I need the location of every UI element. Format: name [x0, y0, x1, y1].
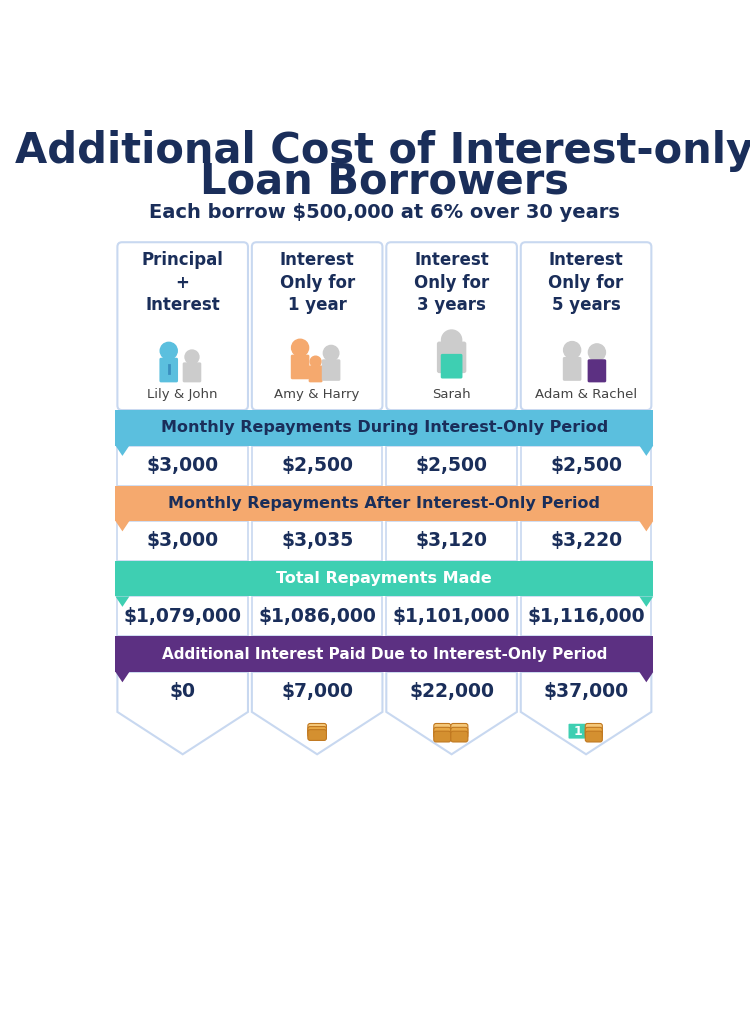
- FancyBboxPatch shape: [585, 724, 602, 734]
- Text: Adam & Rachel: Adam & Rachel: [535, 388, 638, 401]
- Polygon shape: [116, 410, 653, 445]
- FancyBboxPatch shape: [441, 354, 463, 379]
- Polygon shape: [639, 672, 653, 682]
- FancyBboxPatch shape: [386, 243, 517, 410]
- FancyBboxPatch shape: [322, 359, 340, 381]
- FancyBboxPatch shape: [585, 727, 602, 738]
- Polygon shape: [386, 596, 517, 637]
- Text: Sarah: Sarah: [432, 388, 471, 401]
- FancyBboxPatch shape: [568, 723, 590, 739]
- Text: Additional Cost of Interest-only: Additional Cost of Interest-only: [15, 130, 750, 172]
- Circle shape: [323, 345, 339, 360]
- Circle shape: [185, 350, 199, 364]
- Polygon shape: [116, 485, 653, 521]
- Circle shape: [442, 330, 462, 350]
- FancyBboxPatch shape: [520, 243, 651, 410]
- Polygon shape: [520, 672, 651, 755]
- Text: $3,220: $3,220: [550, 531, 622, 551]
- Polygon shape: [252, 521, 382, 561]
- Polygon shape: [116, 521, 130, 531]
- Text: $2,500: $2,500: [281, 456, 353, 475]
- Text: $1,116,000: $1,116,000: [527, 607, 645, 626]
- Polygon shape: [520, 596, 651, 637]
- Polygon shape: [386, 672, 517, 755]
- FancyBboxPatch shape: [433, 731, 451, 742]
- Polygon shape: [639, 521, 653, 531]
- FancyBboxPatch shape: [252, 243, 382, 410]
- Polygon shape: [116, 596, 130, 607]
- FancyBboxPatch shape: [587, 359, 606, 382]
- FancyBboxPatch shape: [433, 724, 451, 734]
- Text: Interest
Only for
1 year: Interest Only for 1 year: [280, 252, 355, 314]
- Text: Each borrow $500,000 at 6% over 30 years: Each borrow $500,000 at 6% over 30 years: [149, 203, 620, 222]
- Polygon shape: [116, 445, 130, 456]
- FancyBboxPatch shape: [118, 243, 248, 410]
- Text: Amy & Harry: Amy & Harry: [274, 388, 360, 401]
- Circle shape: [310, 356, 321, 367]
- Text: 1: 1: [574, 725, 583, 737]
- Text: $1,101,000: $1,101,000: [393, 607, 511, 626]
- Polygon shape: [118, 445, 248, 485]
- Circle shape: [160, 342, 177, 359]
- FancyBboxPatch shape: [451, 727, 468, 738]
- FancyBboxPatch shape: [291, 354, 310, 379]
- Circle shape: [563, 342, 580, 358]
- Circle shape: [292, 339, 308, 356]
- Polygon shape: [639, 445, 653, 456]
- Polygon shape: [118, 672, 248, 755]
- Polygon shape: [252, 596, 382, 637]
- Circle shape: [442, 336, 462, 355]
- Text: $1,079,000: $1,079,000: [124, 607, 242, 626]
- Text: Monthly Repayments During Interest-Only Period: Monthly Repayments During Interest-Only …: [160, 420, 608, 435]
- Polygon shape: [116, 637, 653, 672]
- FancyBboxPatch shape: [433, 727, 451, 738]
- Polygon shape: [252, 672, 382, 755]
- Circle shape: [589, 344, 605, 360]
- Polygon shape: [118, 521, 248, 561]
- Polygon shape: [116, 672, 130, 682]
- Polygon shape: [639, 596, 653, 607]
- Polygon shape: [116, 561, 653, 596]
- Text: $2,500: $2,500: [550, 456, 622, 475]
- Text: Total Repayments Made: Total Repayments Made: [277, 571, 492, 586]
- Polygon shape: [252, 445, 382, 485]
- Polygon shape: [386, 521, 517, 561]
- Text: Monthly Repayments After Interest-Only Period: Monthly Repayments After Interest-Only P…: [168, 496, 600, 511]
- Text: Lily & John: Lily & John: [148, 388, 218, 401]
- Text: $3,120: $3,120: [416, 531, 488, 551]
- Text: $0: $0: [170, 682, 196, 701]
- Text: Interest
Only for
3 years: Interest Only for 3 years: [414, 252, 489, 314]
- Text: $3,035: $3,035: [281, 531, 353, 551]
- FancyBboxPatch shape: [308, 727, 326, 737]
- FancyBboxPatch shape: [585, 731, 602, 742]
- Text: Loan Borrowers: Loan Borrowers: [200, 161, 568, 203]
- FancyBboxPatch shape: [160, 357, 178, 382]
- FancyBboxPatch shape: [562, 357, 581, 381]
- Text: $2,500: $2,500: [416, 456, 488, 475]
- FancyBboxPatch shape: [183, 362, 201, 382]
- FancyBboxPatch shape: [451, 724, 468, 734]
- Polygon shape: [520, 521, 651, 561]
- FancyBboxPatch shape: [437, 342, 466, 373]
- Polygon shape: [386, 445, 517, 485]
- Text: $3,000: $3,000: [146, 456, 219, 475]
- Text: $7,000: $7,000: [281, 682, 353, 701]
- Text: $37,000: $37,000: [544, 682, 628, 701]
- Polygon shape: [520, 445, 651, 485]
- FancyBboxPatch shape: [451, 731, 468, 742]
- Text: Additional Interest Paid Due to Interest-Only Period: Additional Interest Paid Due to Interest…: [162, 647, 607, 662]
- Polygon shape: [118, 596, 248, 637]
- FancyBboxPatch shape: [308, 730, 326, 740]
- Text: $1,086,000: $1,086,000: [258, 607, 376, 626]
- FancyBboxPatch shape: [308, 366, 322, 382]
- Text: Interest
Only for
5 years: Interest Only for 5 years: [548, 252, 624, 314]
- Text: $3,000: $3,000: [146, 531, 219, 551]
- Text: $22,000: $22,000: [409, 682, 494, 701]
- Text: Principal
+
Interest: Principal + Interest: [142, 252, 224, 314]
- FancyBboxPatch shape: [308, 724, 326, 734]
